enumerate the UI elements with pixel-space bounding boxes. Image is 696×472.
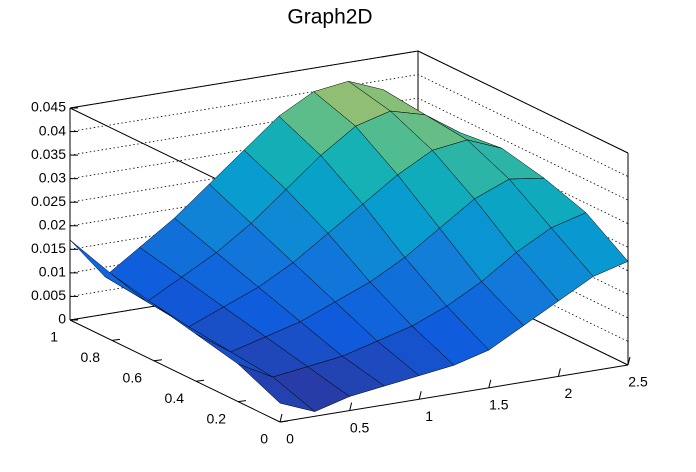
x-axis xyxy=(279,364,629,423)
z-tick-label: 0.02 xyxy=(39,216,66,232)
x-tick-label: 2 xyxy=(565,385,573,401)
x-tick xyxy=(488,379,492,388)
y-tick xyxy=(195,379,205,382)
x-tick xyxy=(627,356,631,366)
z-tick-label: 0.03 xyxy=(39,169,66,185)
z-tick-label: 0.04 xyxy=(39,122,66,138)
x-tick-label: 0.5 xyxy=(350,419,370,435)
z-tick-label: 0.045 xyxy=(31,99,66,115)
x-tick xyxy=(418,391,422,400)
y-tick xyxy=(69,318,79,321)
z-tick-label: 0 xyxy=(58,311,66,327)
y-tick xyxy=(279,420,289,423)
y-tick xyxy=(153,359,163,362)
y-tick-label: 1 xyxy=(50,329,58,345)
y-tick-label: 0.2 xyxy=(207,410,227,426)
x-tick-label: 0 xyxy=(286,431,294,447)
z-tick-label: 0.005 xyxy=(31,287,66,303)
y-tick-label: 0.6 xyxy=(123,370,143,386)
surface-cell xyxy=(237,363,315,412)
x-tick xyxy=(557,368,561,377)
y-axis xyxy=(69,319,281,423)
y-tick xyxy=(237,400,247,403)
grid-line xyxy=(69,97,629,201)
grid-line xyxy=(69,74,629,177)
y-tick-label: 0.4 xyxy=(165,390,185,406)
x-tick-label: 1.5 xyxy=(489,397,509,413)
z-tick-label: 0.01 xyxy=(39,264,66,280)
grid-line xyxy=(69,50,629,154)
x-tick xyxy=(279,413,283,423)
z-tick-label: 0.015 xyxy=(31,240,66,256)
y-tick-label: 0.8 xyxy=(81,349,101,365)
y-tick xyxy=(111,338,121,341)
x-tick-label: 1 xyxy=(425,408,433,424)
chart-title: Graph2D xyxy=(287,6,372,29)
x-tick xyxy=(349,402,353,411)
z-tick-label: 0.035 xyxy=(31,146,66,162)
x-tick-label: 2.5 xyxy=(628,374,648,390)
y-tick-label: 0 xyxy=(260,431,268,447)
z-tick-label: 0.025 xyxy=(31,193,66,209)
